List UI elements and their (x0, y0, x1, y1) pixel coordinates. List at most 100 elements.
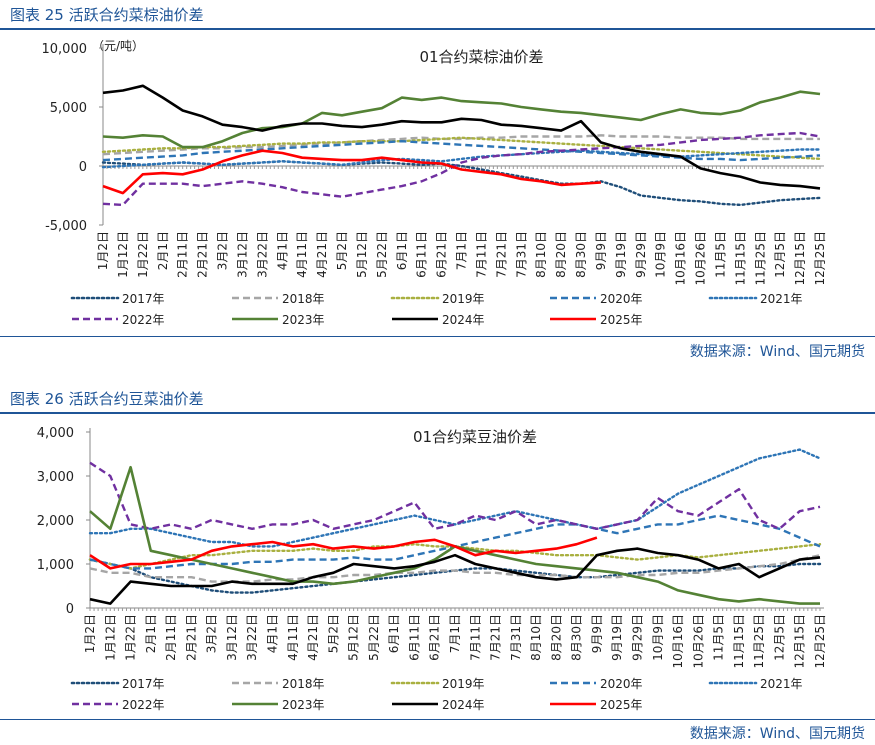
series-line (88, 542, 822, 570)
x-tick-label: 5月12日 (347, 614, 361, 661)
x-tick-label: 6月21日 (428, 614, 442, 661)
series-line (88, 448, 822, 548)
x-tick-label: 6月21日 (435, 231, 449, 278)
legend-label: 2020年 (600, 677, 643, 691)
x-tick-label: 7月31日 (509, 614, 523, 661)
x-tick-label: 9月19日 (610, 614, 624, 661)
x-tick-label: 2月21日 (196, 231, 210, 278)
legend-label: 2022年 (122, 698, 165, 712)
series-line (89, 554, 821, 583)
series-line (89, 465, 820, 605)
x-tick-label: 11月5日 (712, 614, 726, 661)
x-tick-label: 4月21日 (306, 614, 320, 661)
x-tick-label: 4月1日 (266, 614, 280, 653)
x-tick-label: 5月22日 (375, 231, 389, 278)
x-tick-label: 4月1日 (275, 231, 289, 270)
legend-label: 2024年 (442, 313, 485, 327)
legend-label: 2023年 (282, 698, 325, 712)
series-line (102, 90, 821, 149)
series-line (101, 148, 822, 169)
x-tick-label: 11月5日 (713, 231, 727, 278)
series-line (101, 136, 822, 161)
x-tick-label: 2月11日 (164, 614, 178, 661)
x-tick-label: 3月12日 (225, 614, 239, 661)
x-tick-label: 9月29日 (631, 614, 645, 661)
x-tick-label: 1月22日 (136, 231, 150, 278)
y-tick-label: 2,000 (37, 514, 74, 529)
x-tick-label: 6月11日 (415, 231, 429, 278)
x-tick-label: 5月22日 (367, 614, 381, 661)
series-line (102, 149, 601, 195)
y-tick-label: 0 (66, 602, 74, 617)
x-tick-label: 9月9日 (590, 614, 604, 653)
legend-label: 2025年 (600, 313, 643, 327)
source-note: 数据来源：Wind、国元期货 (689, 344, 865, 360)
x-tick-label: 1月2日 (96, 231, 110, 270)
legend-label: 2021年 (760, 677, 803, 691)
x-tick-label: 4月11日 (286, 614, 300, 661)
x-tick-label: 9月19日 (614, 231, 628, 278)
x-tick-label: 7月21日 (494, 231, 508, 278)
figure-caption: 图表 25 活跃合约菜棕油价差 (10, 6, 204, 24)
x-tick-label: 1月2日 (83, 614, 97, 653)
legend-label: 2020年 (600, 292, 643, 306)
x-tick-label: 2月1日 (144, 614, 158, 653)
x-tick-label: 8月30日 (570, 614, 584, 661)
series-line (102, 131, 821, 207)
x-tick-label: 11月15日 (732, 614, 746, 669)
legend-label: 2019年 (442, 677, 485, 691)
x-tick-label: 9月29日 (634, 231, 648, 278)
x-tick-label: 7月11日 (468, 614, 482, 661)
x-tick-label: 11月25日 (753, 231, 767, 286)
legend-label: 2017年 (122, 677, 165, 691)
x-tick-label: 8月10日 (534, 231, 548, 278)
legend-label: 2019年 (442, 292, 485, 306)
x-tick-label: 10月9日 (651, 614, 665, 661)
source-note: 数据来源：Wind、国元期货 (689, 726, 865, 742)
chart-area: 01合约菜棕油价差 （元/吨） -5,000 0 5,000 10,000 1月2日 1月12… (42, 39, 828, 327)
x-tick-label: 10月9日 (654, 231, 668, 278)
source-rule (0, 719, 875, 720)
x-tick-label: 8月30日 (574, 231, 588, 278)
caption-rule (0, 412, 875, 414)
x-tick-label: 5月2日 (326, 614, 340, 653)
x-tick-label: 8月20日 (549, 614, 563, 661)
chart-title: 01合约菜棕油价差 (419, 48, 543, 66)
x-tick-label: 12月25日 (813, 231, 827, 286)
figure-caption: 图表 26 活跃合约豆菜油价差 (10, 390, 204, 408)
x-tick-label: 4月21日 (315, 231, 329, 278)
x-tick-label: 12月25日 (813, 614, 827, 669)
legend-label: 2018年 (282, 677, 325, 691)
x-tick-label: 6月1日 (387, 614, 401, 653)
y-tick-label: 10,000 (42, 42, 88, 57)
y-tick-label: 4,000 (37, 426, 74, 441)
series-line (102, 139, 821, 162)
x-tick-label: 7月11日 (474, 231, 488, 278)
x-tick-label: 7月21日 (489, 614, 503, 661)
x-tick-label: 3月2日 (216, 231, 230, 270)
x-tick-label: 2月21日 (184, 614, 198, 661)
source-rule (0, 336, 875, 337)
x-tick-label: 1月12日 (103, 614, 117, 661)
x-tick-label: 10月16日 (674, 231, 688, 286)
x-tick-label: 6月11日 (407, 614, 421, 661)
y-tick-label: 3,000 (37, 470, 74, 485)
y-axis-unit: （元/吨） (92, 39, 144, 53)
x-tick-label: 1月22日 (124, 614, 138, 661)
x-tick-label: 7月1日 (455, 231, 469, 270)
series-line (89, 461, 821, 531)
x-tick-label: 6月1日 (395, 231, 409, 270)
x-tick-label: 3月12日 (235, 231, 249, 278)
series-line (102, 134, 820, 156)
caption-rule (0, 28, 875, 30)
x-tick-label: 11月25日 (752, 614, 766, 669)
x-tick-label: 1月12日 (116, 231, 130, 278)
x-tick-label: 8月20日 (554, 231, 568, 278)
y-tick-label: 1,000 (37, 558, 74, 573)
x-tick-label: 12月5日 (773, 231, 787, 278)
legend-label: 2017年 (122, 292, 165, 306)
legend-label: 2021年 (760, 292, 803, 306)
y-tick-label: 5,000 (50, 101, 87, 116)
x-tick-label: 12月15日 (793, 614, 807, 669)
chart-area: 01合约菜豆油价差 0 1,000 2,000 3,000 4,000 1月2日 1月12日 1… (37, 426, 827, 712)
